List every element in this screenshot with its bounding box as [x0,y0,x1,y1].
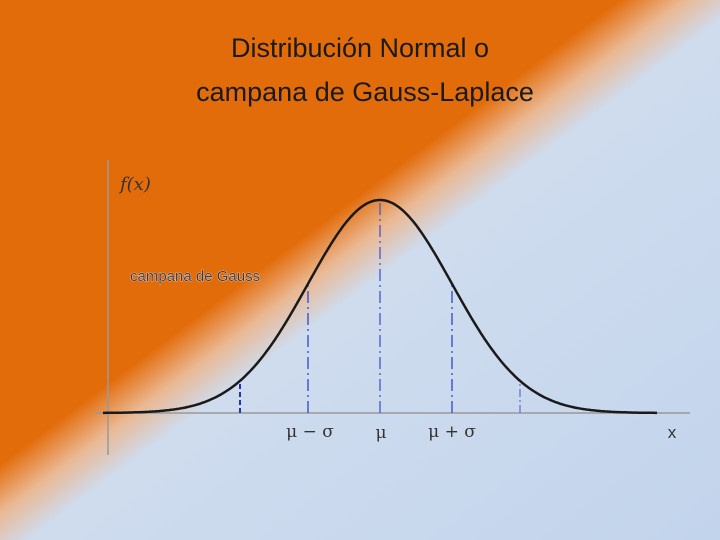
x-label: μ [375,423,386,443]
curve-label: campana de Gauss [130,268,260,285]
bell-curve [103,198,657,415]
title-line: campana de Gauss-Laplace [196,77,534,107]
x-label: μ + σ [428,422,476,442]
guide-lines [239,200,521,413]
x-axis-label: x [668,423,677,442]
y-axis-label: f(x) [118,174,151,195]
title-line: Distribución Normal o [231,33,489,63]
x-label: μ − σ [286,422,334,442]
